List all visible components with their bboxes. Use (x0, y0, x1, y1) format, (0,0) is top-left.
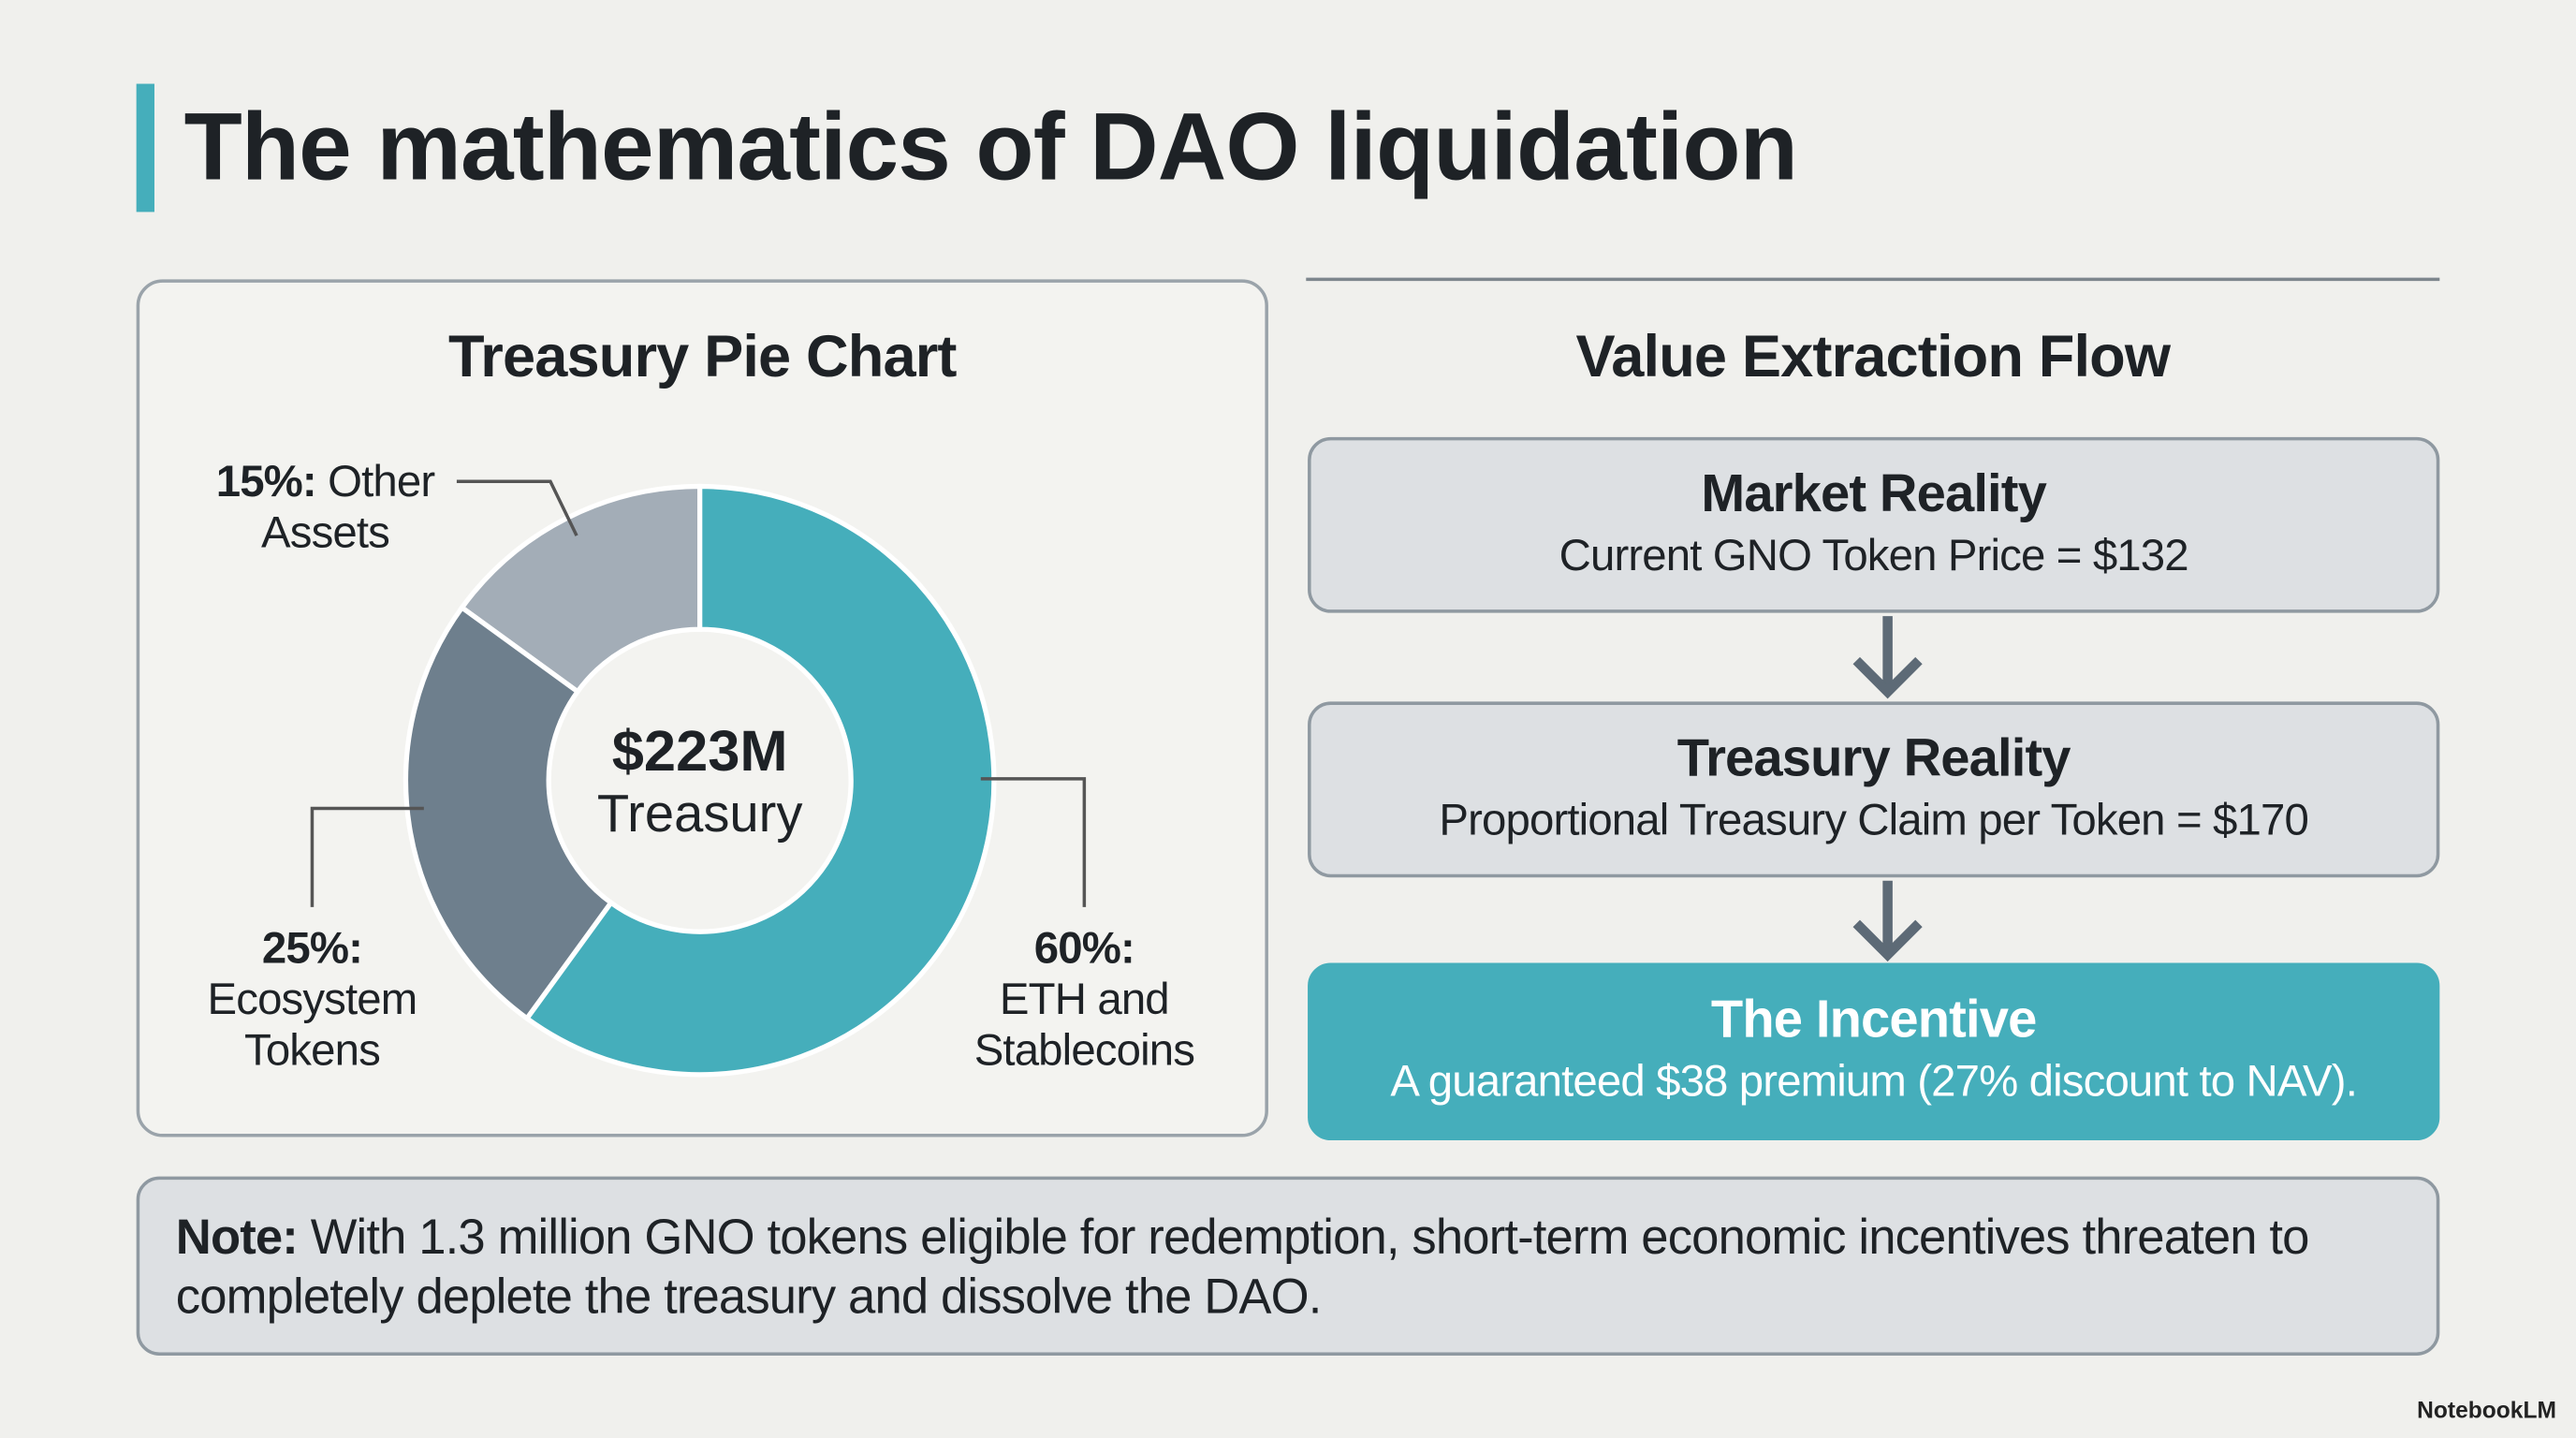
pie-title: Treasury Pie Chart (448, 321, 957, 389)
note-box: Note: With 1.3 million GNO tokens eligib… (136, 1176, 2440, 1356)
leader-line (456, 479, 578, 536)
slice-label: 15%: Other Assets (194, 457, 457, 559)
note-text: With 1.3 million GNO tokens eligible for… (175, 1211, 2310, 1325)
flow-step: Market Reality Current GNO Token Price =… (1308, 436, 2440, 613)
step-title: Market Reality (1701, 462, 2046, 523)
slice-name: Ecosystem Tokens (207, 974, 418, 1075)
slice-value: 15%: (215, 456, 317, 506)
arrow (1852, 880, 1923, 962)
pie-slice (523, 483, 997, 1078)
slice-label: 60%: ETH and Stablecoins (944, 923, 1223, 1076)
pie-slice (402, 604, 615, 1022)
slice-name: Other Assets (261, 456, 435, 557)
slide-title: The mathematics of DAO liquidation (183, 94, 1798, 201)
flow-step: Treasury Reality Proportional Treasury C… (1308, 701, 2440, 878)
arrow (1852, 616, 1923, 699)
center-caption: Treasury (596, 784, 803, 844)
brand: NotebookLM (2417, 1396, 2556, 1423)
center-value: $223M (611, 719, 788, 785)
slice-value: 25%: (261, 923, 363, 974)
step-title: Treasury Reality (1676, 727, 2071, 787)
title-accent (136, 83, 154, 213)
flow-step-highlight: The Incentive A guaranteed $38 premium (… (1308, 962, 2440, 1141)
slice-value: 60%: (1033, 923, 1135, 974)
step-text: Current GNO Token Price = $132 (1559, 530, 2189, 580)
step-text: A guaranteed $38 premium (27% discount t… (1390, 1056, 2357, 1107)
slice-name: ETH and Stablecoins (973, 974, 1195, 1075)
leader-line (980, 777, 1087, 907)
note-label: Note: (175, 1211, 299, 1266)
divider (1306, 277, 2440, 282)
step-title: The Incentive (1710, 989, 2037, 1049)
step-text: Proportional Treasury Claim per Token = … (1439, 795, 2308, 845)
leader-line (310, 806, 424, 907)
flow-title: Value Extraction Flow (1575, 321, 2171, 389)
slice-label: 25%: Ecosystem Tokens (172, 923, 451, 1076)
pie-slice (458, 483, 703, 696)
